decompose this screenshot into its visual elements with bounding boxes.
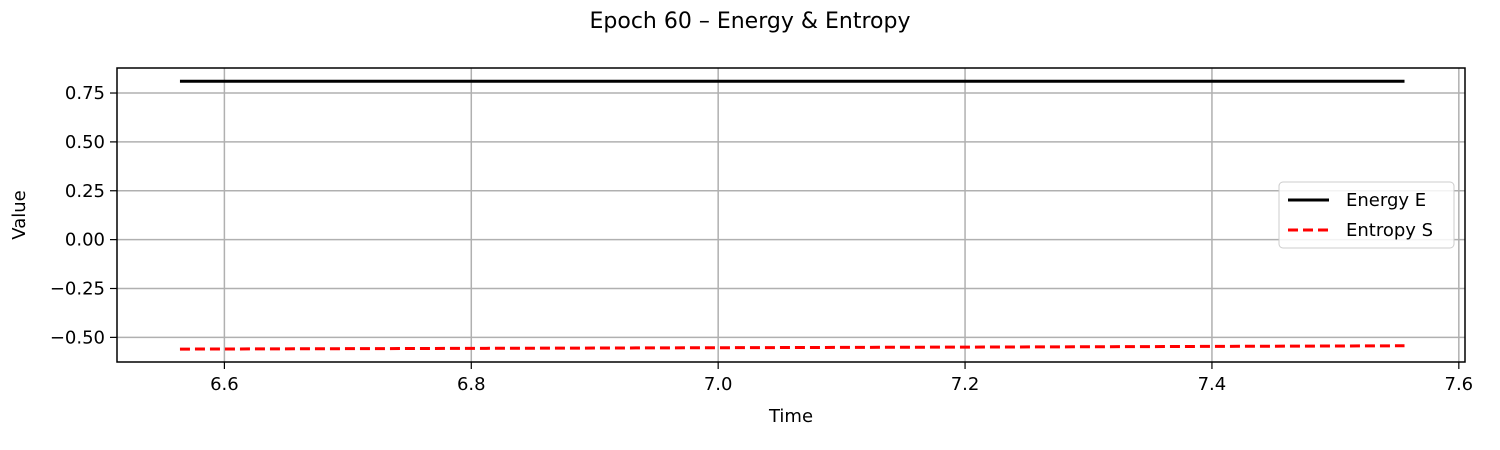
plot-frame [116,67,1466,363]
legend-label-entropy: Entropy S [1346,220,1433,241]
y-tick-label: −0.25 [50,279,105,300]
y-tick-label: 0.25 [65,181,105,202]
y-tick-label: 0.00 [65,230,105,251]
legend-label-energy: Energy E [1346,190,1426,211]
series-layer [179,79,1405,351]
x-tick-label: 7.6 [1445,374,1474,395]
y-axis: 0.75 0.50 0.25 0.00 −0.25 −0.50 [50,83,117,348]
x-tick-label: 6.6 [210,374,239,395]
x-axis-label: Time [768,406,813,427]
y-tick-label: −0.50 [50,327,105,348]
grid [117,68,1465,362]
x-tick-label: 7.2 [951,374,980,395]
chart-title: Epoch 60 – Energy & Entropy [590,9,911,34]
x-tick-label: 7.0 [704,374,733,395]
x-tick-label: 7.4 [1198,374,1227,395]
y-tick-label: 0.75 [65,83,105,104]
x-axis: 6.6 6.8 7.0 7.2 7.4 7.6 [210,362,1473,395]
legend: Energy E Entropy S [1278,181,1455,249]
x-tick-label: 6.8 [457,374,486,395]
entropy-series-line [179,344,1405,351]
y-tick-label: 0.50 [65,132,105,153]
y-axis-label: Value [9,190,30,239]
